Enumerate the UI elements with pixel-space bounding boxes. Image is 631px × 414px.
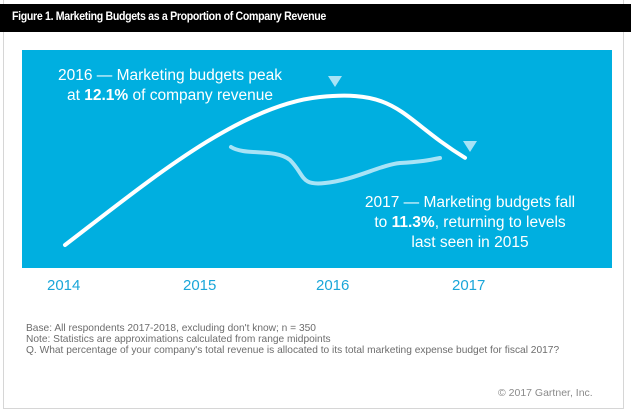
annotation-fall-line3: last seen in 2015 <box>411 234 529 251</box>
fall-marker-2017 <box>463 141 477 152</box>
annotation-fall-suffix: , returning to levels <box>434 214 566 231</box>
annotation-fall-2017: 2017 — Marketing budgets fall to 11.3%, … <box>345 193 595 253</box>
x-tick-2017: 2017 <box>452 277 486 294</box>
annotation-fall-line1: 2017 — Marketing budgets fall <box>364 194 576 211</box>
annotation-fall-value: 11.3% <box>391 214 435 231</box>
figure-header: Figure 1. Marketing Budgets as a Proport… <box>0 4 631 32</box>
annotation-peak-line1: 2016 — Marketing budgets peak <box>57 67 283 84</box>
annotation-peak-value: 12.1% <box>84 87 129 104</box>
footnote-note: Note: Statistics are approximations calc… <box>26 334 331 346</box>
chart-panel <box>22 50 612 268</box>
x-tick-2016: 2016 <box>316 277 350 294</box>
decorative-squiggle <box>229 145 442 186</box>
x-tick-2014: 2014 <box>47 277 81 294</box>
x-tick-2015: 2015 <box>183 277 217 294</box>
annotation-peak-line2: at 12.1% of company revenue <box>40 86 300 106</box>
annotation-peak-prefix: at <box>67 87 85 104</box>
annotation-fall-prefix: to <box>374 214 392 231</box>
annotation-peak-suffix: of company revenue <box>128 87 273 104</box>
footnote-question: Q. What percentage of your company's tot… <box>26 345 560 357</box>
copyright: © 2017 Gartner, Inc. <box>498 387 593 399</box>
figure-frame <box>3 0 624 409</box>
peak-marker-2016 <box>328 76 342 87</box>
trend-line <box>63 93 467 247</box>
annotation-peak-2016: 2016 — Marketing budgets peak at 12.1% o… <box>40 66 300 106</box>
figure-title: Figure 1. Marketing Budgets as a Proport… <box>12 11 326 23</box>
footnote-base: Base: All respondents 2017-2018, excludi… <box>26 323 316 334</box>
footnotes: Base: All respondents 2017-2018, excludi… <box>26 323 559 357</box>
annotation-fall-line2: to 11.3%, returning to levels <box>345 213 595 233</box>
